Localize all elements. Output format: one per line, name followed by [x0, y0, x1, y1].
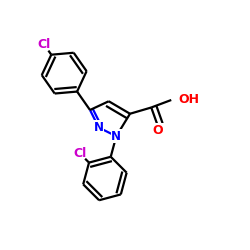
Text: N: N: [111, 130, 121, 143]
Text: OH: OH: [179, 94, 200, 106]
Text: N: N: [94, 121, 104, 134]
Text: Cl: Cl: [74, 147, 87, 160]
Text: Cl: Cl: [38, 38, 51, 52]
Text: O: O: [152, 124, 163, 137]
